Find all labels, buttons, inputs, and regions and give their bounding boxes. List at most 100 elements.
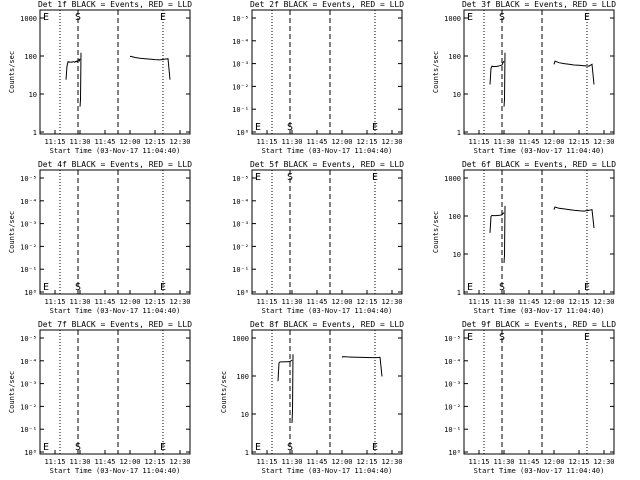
y-axis-label: Counts/sec [432, 51, 440, 93]
y-tick-label: 10⁰ [236, 289, 249, 297]
x-tick-label: 11:45 [306, 298, 327, 306]
x-tick-label: 12:00 [543, 138, 564, 146]
x-tick-label: 11:15 [468, 458, 489, 466]
y-tick-label: 10⁻⁴ [232, 198, 249, 206]
y-tick-label: 10⁻² [444, 403, 461, 411]
y-tick-label: 10⁻³ [444, 381, 461, 389]
series-line [553, 206, 595, 229]
event-marker: E [255, 172, 261, 183]
y-tick-label: 1 [245, 449, 249, 457]
y-tick-label: 10⁻² [20, 243, 37, 251]
x-tick-label: 11:30 [493, 298, 514, 306]
x-tick-label: 12:15 [144, 138, 165, 146]
x-tick-label: 12:00 [331, 458, 352, 466]
y-tick-label: 10⁻¹ [444, 426, 461, 434]
y-tick-label: 1 [33, 129, 37, 137]
event-marker: E [372, 122, 378, 133]
x-tick-label: 12:30 [381, 138, 402, 146]
x-tick-label: 11:45 [94, 138, 115, 146]
x-axis-label: Start Time (03-Nov-17 11:04:40) [474, 147, 605, 155]
chart-title: Det 8f BLACK = Events, RED = LLD [250, 320, 404, 329]
series-line [65, 58, 81, 80]
event-marker: S [287, 172, 293, 183]
event-marker: E [160, 12, 166, 23]
y-tick-label: 10⁻⁴ [232, 38, 249, 46]
y-tick-label: 10⁻⁵ [444, 335, 461, 343]
x-tick-label: 11:15 [468, 298, 489, 306]
series-line [553, 60, 595, 85]
plot-frame [463, 329, 615, 455]
event-marker: E [372, 172, 378, 183]
x-tick-label: 11:15 [256, 458, 277, 466]
event-marker: E [43, 12, 49, 23]
y-tick-label: 10⁻⁵ [20, 175, 37, 183]
x-tick-label: 11:30 [281, 458, 302, 466]
series-line [341, 356, 383, 377]
y-axis-label: Counts/sec [432, 211, 440, 253]
x-tick-label: 11:45 [306, 458, 327, 466]
series-line [130, 55, 171, 80]
x-axis-label: Start Time (03-Nov-17 11:04:40) [262, 307, 393, 315]
event-marker: E [467, 12, 473, 23]
x-tick-label: 12:00 [119, 458, 140, 466]
x-tick-label: 11:30 [493, 138, 514, 146]
chart-title: Det 2f BLACK = Events, RED = LLD [250, 0, 404, 9]
x-tick-label: 11:45 [94, 458, 115, 466]
y-tick-label: 10⁻² [232, 83, 249, 91]
x-tick-label: 12:15 [356, 298, 377, 306]
chart-title: Det 7f BLACK = Events, RED = LLD [38, 320, 192, 329]
y-tick-label: 10⁻³ [232, 221, 249, 229]
panel-det-7: Det 7f BLACK = Events, RED = LLD 10⁰ 10⁻¹ 1… [8, 320, 192, 475]
event-marker: S [75, 442, 81, 453]
event-marker: E [43, 282, 49, 293]
y-tick-label: 100 [448, 213, 461, 221]
y-tick-label: 10 [453, 91, 461, 99]
y-axis-label: Counts/sec [8, 211, 16, 253]
event-marker: E [255, 122, 261, 133]
y-tick-label: 10⁻⁵ [232, 175, 249, 183]
panel-det-9: Det 9f BLACK = Events, RED = LLD 10⁰ 10⁻¹ 1… [444, 320, 616, 475]
series-line [79, 52, 82, 107]
x-tick-label: 12:30 [169, 138, 190, 146]
x-tick-label: 11:15 [256, 138, 277, 146]
y-tick-label: 10⁰ [236, 129, 249, 137]
x-tick-label: 12:15 [144, 298, 165, 306]
event-marker: S [499, 12, 505, 23]
y-tick-label: 100 [24, 53, 37, 61]
x-tick-label: 12:00 [119, 298, 140, 306]
y-tick-label: 10⁰ [24, 289, 37, 297]
series-line [503, 205, 506, 264]
y-tick-label: 10⁻² [232, 243, 249, 251]
series-line [277, 359, 293, 382]
y-tick-label: 1000 [444, 175, 461, 183]
x-tick-label: 12:00 [331, 138, 352, 146]
y-tick-label: 1000 [232, 335, 249, 343]
y-axis-label: Counts/sec [8, 371, 16, 413]
series-line [291, 354, 294, 424]
x-tick-label: 11:15 [44, 298, 65, 306]
event-marker: E [255, 442, 261, 453]
x-axis-label: Start Time (03-Nov-17 11:04:40) [50, 467, 181, 475]
panel-det-5: Det 5f BLACK = Events, RED = LLD 10⁰ 10⁻¹ 1… [232, 160, 404, 315]
x-axis-label: Start Time (03-Nov-17 11:04:40) [50, 147, 181, 155]
y-tick-label: 10⁻³ [232, 61, 249, 69]
x-tick-label: 12:00 [543, 298, 564, 306]
y-tick-label: 100 [448, 53, 461, 61]
event-marker: E [467, 332, 473, 343]
x-tick-label: 12:00 [119, 138, 140, 146]
y-axis-label: Counts/sec [220, 371, 228, 413]
x-tick-label: 12:30 [381, 298, 402, 306]
x-tick-label: 12:30 [593, 458, 614, 466]
y-tick-label: 10⁻⁴ [20, 358, 37, 366]
x-tick-label: 12:15 [356, 458, 377, 466]
event-marker: E [43, 442, 49, 453]
event-marker: S [75, 282, 81, 293]
panel-det-4: Det 4f BLACK = Events, RED = LLD 10⁰ 10⁻¹ 1… [8, 160, 192, 315]
y-tick-label: 10 [241, 411, 249, 419]
plot-frame [251, 169, 403, 295]
x-tick-label: 12:30 [169, 458, 190, 466]
y-tick-label: 10⁻⁵ [20, 335, 37, 343]
series-line [489, 60, 505, 85]
x-axis-label: Start Time (03-Nov-17 11:04:40) [262, 467, 393, 475]
